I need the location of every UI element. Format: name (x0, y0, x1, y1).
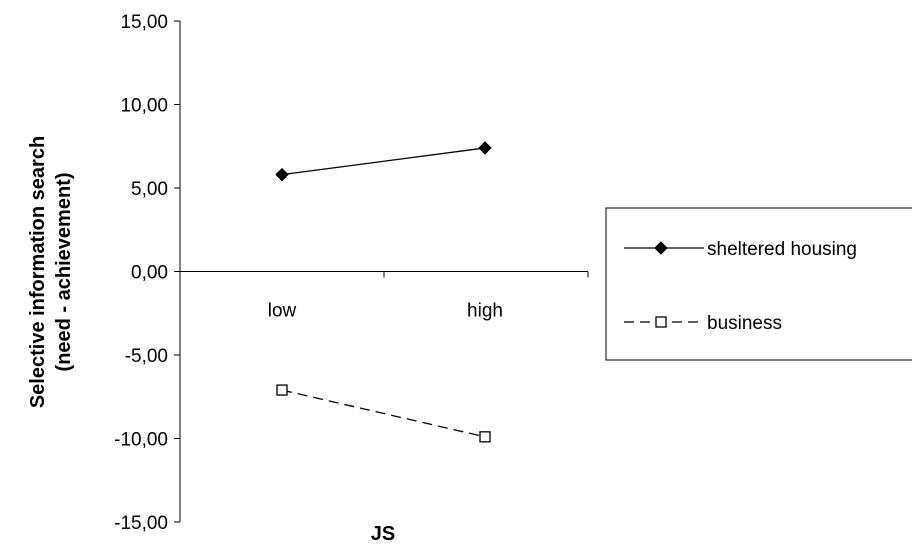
legend-item-0: sheltered housing (624, 239, 857, 260)
series-0 (275, 141, 492, 182)
y-axis-title-line-1: Selective information search (27, 136, 49, 408)
legend-marker (654, 241, 668, 255)
legend: sheltered housing business (605, 207, 912, 361)
series-layer (275, 141, 492, 443)
y-axis-title: Selective information search (need - ach… (27, 136, 75, 408)
x-tick-label: low (268, 301, 297, 322)
x-axis: low high (179, 271, 589, 322)
y-tick-label: 10,00 (120, 96, 168, 117)
y-tick-label: -5,00 (125, 346, 168, 367)
y-axis-title-line-2: (need - achievement) (53, 173, 75, 372)
y-axis: 15,00 10,00 5,00 0,00 -5,00 -10,00 -15,00 (114, 12, 181, 534)
y-tick-label: 5,00 (131, 179, 168, 200)
x-tick-label: high (467, 301, 503, 322)
x-axis-title: JS (371, 523, 395, 544)
legend-item-1: business (624, 313, 782, 334)
series-1 (276, 384, 491, 443)
legend-box (605, 207, 912, 361)
series-line (281, 147, 486, 176)
series-line (281, 389, 486, 438)
data-point-diamond (275, 167, 289, 182)
y-tick-label: -10,00 (114, 430, 168, 451)
legend-label: sheltered housing (707, 239, 857, 260)
data-point-diamond (478, 141, 492, 155)
y-tick-label: 15,00 (120, 12, 168, 33)
legend-label: business (707, 313, 782, 334)
legend-marker (655, 316, 667, 328)
y-tick-label: 0,00 (131, 263, 168, 284)
y-tick-label: -15,00 (114, 513, 168, 534)
data-point-square (479, 431, 491, 443)
data-point-square (276, 384, 288, 396)
